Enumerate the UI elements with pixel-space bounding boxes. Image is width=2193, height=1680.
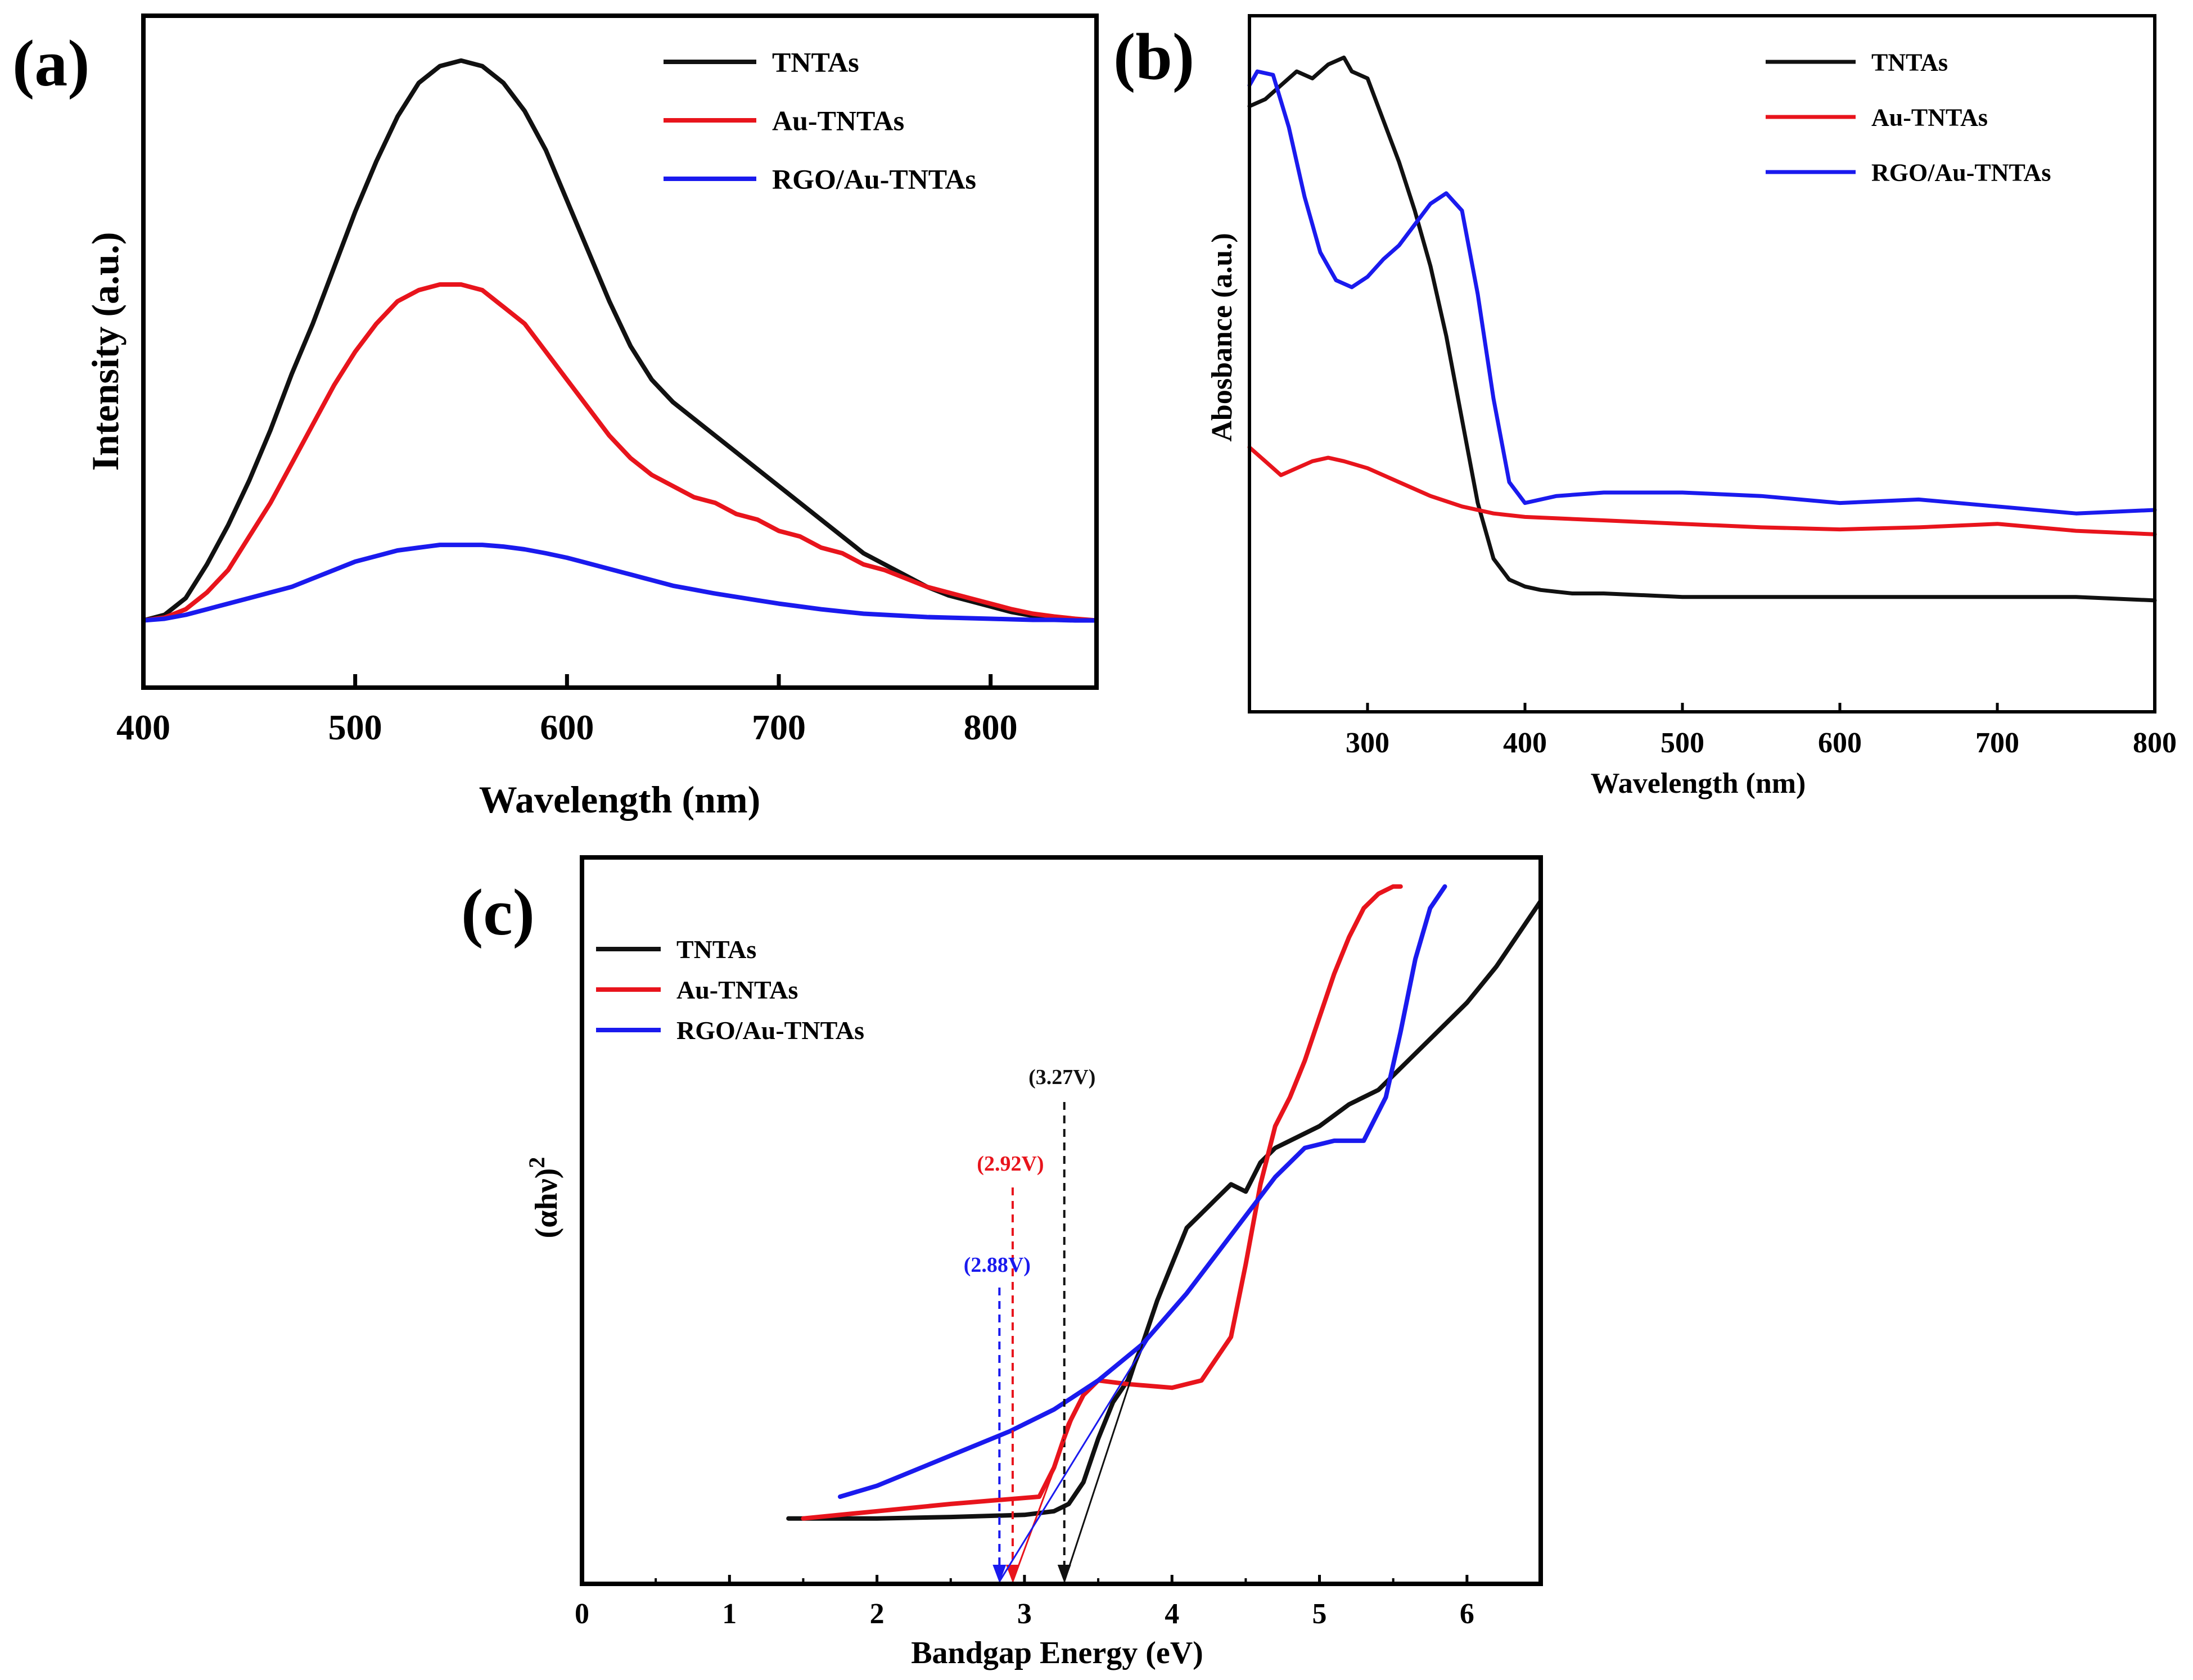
panel-c-x-tick-label: 1 xyxy=(722,1598,737,1630)
panel-b-series-tntas xyxy=(1247,55,2157,603)
panel-c-x-tick-label: 3 xyxy=(1017,1598,1032,1630)
panel-a: (a) 400 500 600 700 800 TNTAs Au-TNTAs RGO/Au-… xyxy=(12,13,1099,821)
panel-c-y-axis-label-base: (αhν) xyxy=(529,1168,564,1239)
panel-c-y-axis-label-group: (αhν)2 xyxy=(524,1157,565,1239)
panel-c-series-rgo-au-tntas xyxy=(838,884,1447,1499)
panel-c-bandgap-arrowhead xyxy=(1005,1565,1019,1583)
panel-a-x-tick-label: 700 xyxy=(752,707,806,747)
panel-c-label: (c) xyxy=(461,875,535,949)
panel-a-series-rgo-au-tntas xyxy=(141,543,1099,623)
panel-a-x-tick-label: 600 xyxy=(540,707,594,747)
panel-c-x-axis-label: Bandgap Energy (eV) xyxy=(911,1636,1203,1670)
panel-a-x-ticks: 400 500 600 700 800 xyxy=(116,674,1018,747)
panel-c-bandgap-arrowhead xyxy=(992,1565,1007,1583)
panel-b-series-rgo-au-tntas xyxy=(1247,69,2157,516)
panel-c-x-tick-label: 4 xyxy=(1165,1598,1179,1630)
panel-b-x-axis-label: Wavelength (nm) xyxy=(1591,767,1806,800)
panel-a-label: (a) xyxy=(12,26,90,100)
panel-c-x-tick-label: 0 xyxy=(575,1598,589,1630)
panel-b-x-ticks: 300 400 500 600 700 800 xyxy=(1346,703,2177,759)
panel-a-series-group xyxy=(141,58,1099,623)
panel-b: (b) 300 400 500 600 700 800 TNTAs Au-TNTAs RGO/… xyxy=(1113,14,2177,800)
panel-b-legend-label-tntas: TNTAs xyxy=(1871,48,1948,76)
panel-c-y-axis-label-superscript: 2 xyxy=(524,1157,549,1168)
panel-b-x-tick-label: 400 xyxy=(1503,727,1547,759)
panel-c-legend: TNTAs Au-TNTAs RGO/Au-TNTAs xyxy=(596,935,864,1045)
panel-c-bandgap-label: (3.27V) xyxy=(1028,1065,1095,1089)
panel-c-tangent-line xyxy=(1063,1344,1144,1582)
panel-c-x-ticks: 0 1 2 3 4 5 6 xyxy=(575,1575,1474,1630)
panel-a-y-axis-label: Intensity (a.u.) xyxy=(84,232,127,471)
panel-b-x-tick-label: 700 xyxy=(1975,727,2019,759)
panel-a-x-tick-label: 800 xyxy=(964,707,1018,747)
panel-c-legend-label-rgo-au-tntas: RGO/Au-TNTAs xyxy=(676,1016,864,1045)
panel-c-legend-label-tntas: TNTAs xyxy=(676,935,756,964)
panel-b-x-tick-label: 300 xyxy=(1346,727,1389,759)
panel-b-series-au-tntas xyxy=(1247,445,2157,536)
panel-c-series-group xyxy=(786,884,1543,1521)
panel-c: (c) (3.27V) (2.92V) (2.88V) 0 1 2 3 4 5 6 TNTAs A… xyxy=(461,855,1543,1670)
panel-b-series-group xyxy=(1247,55,2157,603)
panel-c-annotations: (3.27V) (2.92V) (2.88V) xyxy=(964,1065,1151,1583)
panel-b-x-tick-label: 600 xyxy=(1818,727,1862,759)
panel-a-legend-label-au-tntas: Au-TNTAs xyxy=(772,105,904,137)
panel-b-legend-label-rgo-au-tntas: RGO/Au-TNTAs xyxy=(1871,159,2051,186)
panel-a-legend-label-rgo-au-tntas: RGO/Au-TNTAs xyxy=(772,164,976,195)
panel-b-plot-frame xyxy=(1248,14,2156,713)
panel-a-legend-label-tntas: TNTAs xyxy=(772,47,859,78)
panel-b-x-tick-label: 800 xyxy=(2133,727,2177,759)
panel-a-x-tick-label: 400 xyxy=(116,707,170,747)
panel-a-series-au-tntas xyxy=(141,282,1099,623)
panel-a-x-tick-label: 500 xyxy=(328,707,382,747)
panel-c-x-tick-label: 6 xyxy=(1460,1598,1474,1630)
panel-c-plot-frame xyxy=(580,855,1543,1586)
panel-c-bandgap-label: (2.92V) xyxy=(977,1152,1044,1176)
panel-c-series-tntas xyxy=(786,898,1543,1521)
panel-a-legend: TNTAs Au-TNTAs RGO/Au-TNTAs xyxy=(664,47,976,195)
panel-a-plot-frame xyxy=(141,13,1099,690)
panel-c-x-tick-label: 2 xyxy=(870,1598,885,1630)
panel-b-legend-label-au-tntas: Au-TNTAs xyxy=(1871,103,1988,131)
panel-b-y-axis-label: Abosbance (a.u.) xyxy=(1206,233,1238,441)
panel-c-tangent-line xyxy=(999,1336,1151,1582)
panel-b-label: (b) xyxy=(1113,20,1194,93)
panel-c-y-axis-label: (αhν)2 xyxy=(524,1157,565,1239)
panel-c-x-tick-label: 5 xyxy=(1312,1598,1327,1630)
panel-c-series-au-tntas xyxy=(801,884,1403,1521)
panel-c-legend-label-au-tntas: Au-TNTAs xyxy=(676,976,798,1004)
panel-a-x-axis-label: Wavelength (nm) xyxy=(479,778,761,821)
panel-c-tangent-line xyxy=(1012,1409,1077,1582)
panel-b-legend: TNTAs Au-TNTAs RGO/Au-TNTAs xyxy=(1766,48,2051,186)
panel-c-bandgap-label: (2.88V) xyxy=(964,1253,1031,1277)
panel-b-x-tick-label: 500 xyxy=(1660,727,1704,759)
